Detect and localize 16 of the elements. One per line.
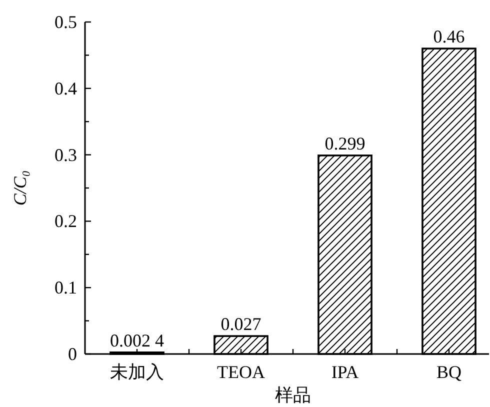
- y-tick-label: 0.4: [54, 78, 77, 98]
- data-label: 0.299: [324, 133, 366, 154]
- y-tick-label: 0.1: [54, 278, 77, 298]
- y-tick-label: 0: [68, 344, 77, 364]
- data-label: 0.46: [433, 26, 465, 47]
- x-tick-label: IPA: [331, 362, 359, 382]
- data-label: 0.027: [220, 314, 262, 334]
- y-tick-label: 0.2: [54, 211, 77, 232]
- y-tick-label: 0.5: [54, 12, 77, 32]
- x-tick-label: BQ: [436, 362, 462, 382]
- data-label: 0.002 4: [110, 330, 164, 350]
- x-tick-label: TEOA: [217, 362, 265, 382]
- x-axis-title: 样品: [275, 385, 311, 405]
- x-tick-label: 未加入: [110, 362, 164, 382]
- y-axis-title: C/C₀: [10, 170, 30, 206]
- y-tick-label: 0.3: [54, 144, 77, 165]
